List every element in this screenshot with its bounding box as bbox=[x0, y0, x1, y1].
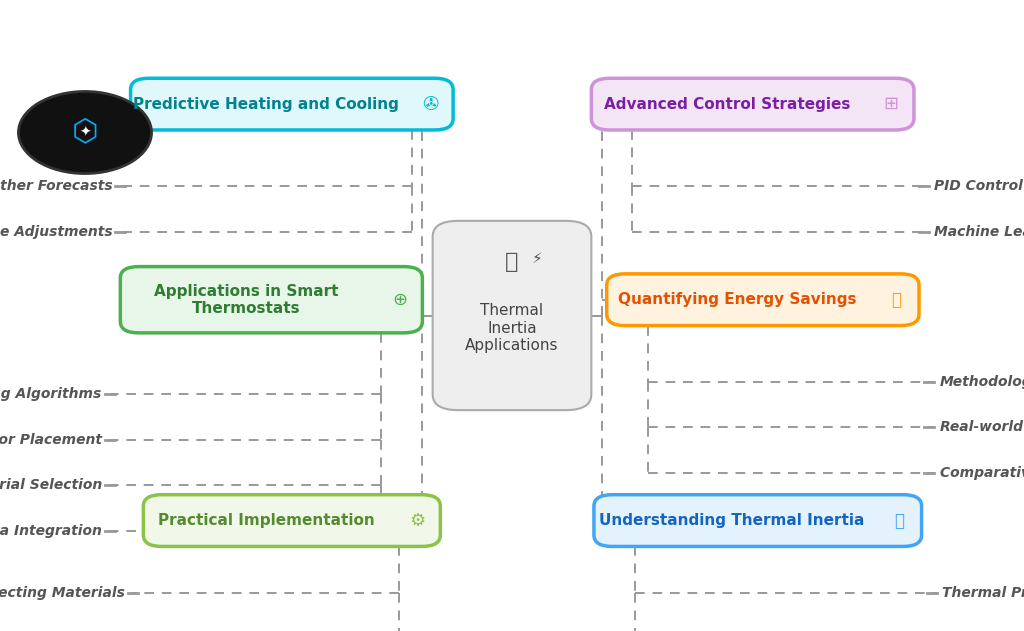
FancyBboxPatch shape bbox=[143, 495, 440, 546]
Text: ⚙: ⚙ bbox=[410, 512, 426, 529]
Text: Applications in Smart
Thermostats: Applications in Smart Thermostats bbox=[154, 283, 338, 316]
FancyBboxPatch shape bbox=[121, 266, 422, 333]
Text: Thermal Properties of Materials: Thermal Properties of Materials bbox=[942, 586, 1024, 600]
Text: Advanced Control Strategies: Advanced Control Strategies bbox=[604, 97, 850, 112]
Text: Thermal
Inertia
Applications: Thermal Inertia Applications bbox=[465, 304, 559, 353]
Text: Real-world Examples: Real-world Examples bbox=[940, 420, 1024, 434]
Text: Quantifying Energy Savings: Quantifying Energy Savings bbox=[618, 292, 856, 307]
Text: Material Selection: Material Selection bbox=[0, 478, 102, 492]
Text: Sensor Placement: Sensor Placement bbox=[0, 433, 102, 447]
FancyBboxPatch shape bbox=[606, 274, 920, 326]
Text: 🔋: 🔋 bbox=[892, 291, 901, 309]
Text: 🌡: 🌡 bbox=[505, 252, 519, 272]
FancyBboxPatch shape bbox=[432, 221, 592, 410]
Text: Selecting Materials: Selecting Materials bbox=[0, 586, 125, 600]
Text: Machine Learning: Machine Learning bbox=[934, 225, 1024, 239]
Text: Adaptive Scheduling Algorithms: Adaptive Scheduling Algorithms bbox=[0, 387, 102, 401]
Text: ⊞: ⊞ bbox=[884, 95, 899, 113]
Text: ⬡: ⬡ bbox=[72, 118, 98, 147]
Text: ⊕: ⊕ bbox=[392, 291, 408, 309]
Text: ⚡: ⚡ bbox=[532, 251, 543, 266]
Text: Comparative Analyses: Comparative Analyses bbox=[940, 466, 1024, 480]
Text: ✇: ✇ bbox=[423, 95, 438, 114]
Text: Methodologies: Methodologies bbox=[940, 375, 1024, 389]
Text: Understanding Thermal Inertia: Understanding Thermal Inertia bbox=[599, 513, 865, 528]
Text: PID Control: PID Control bbox=[934, 179, 1023, 193]
Text: 🌡: 🌡 bbox=[894, 512, 904, 529]
Text: Real-time Data Integration: Real-time Data Integration bbox=[0, 524, 102, 538]
Text: ✦: ✦ bbox=[79, 126, 91, 139]
Text: Practical Implementation: Practical Implementation bbox=[158, 513, 375, 528]
FancyBboxPatch shape bbox=[130, 78, 453, 130]
FancyBboxPatch shape bbox=[594, 495, 922, 546]
Text: Weather Forecasts: Weather Forecasts bbox=[0, 179, 112, 193]
Circle shape bbox=[18, 91, 152, 174]
Text: Predictive Heating and Cooling: Predictive Heating and Cooling bbox=[133, 97, 399, 112]
Text: Real-time Adjustments: Real-time Adjustments bbox=[0, 225, 112, 239]
FancyBboxPatch shape bbox=[592, 78, 914, 130]
